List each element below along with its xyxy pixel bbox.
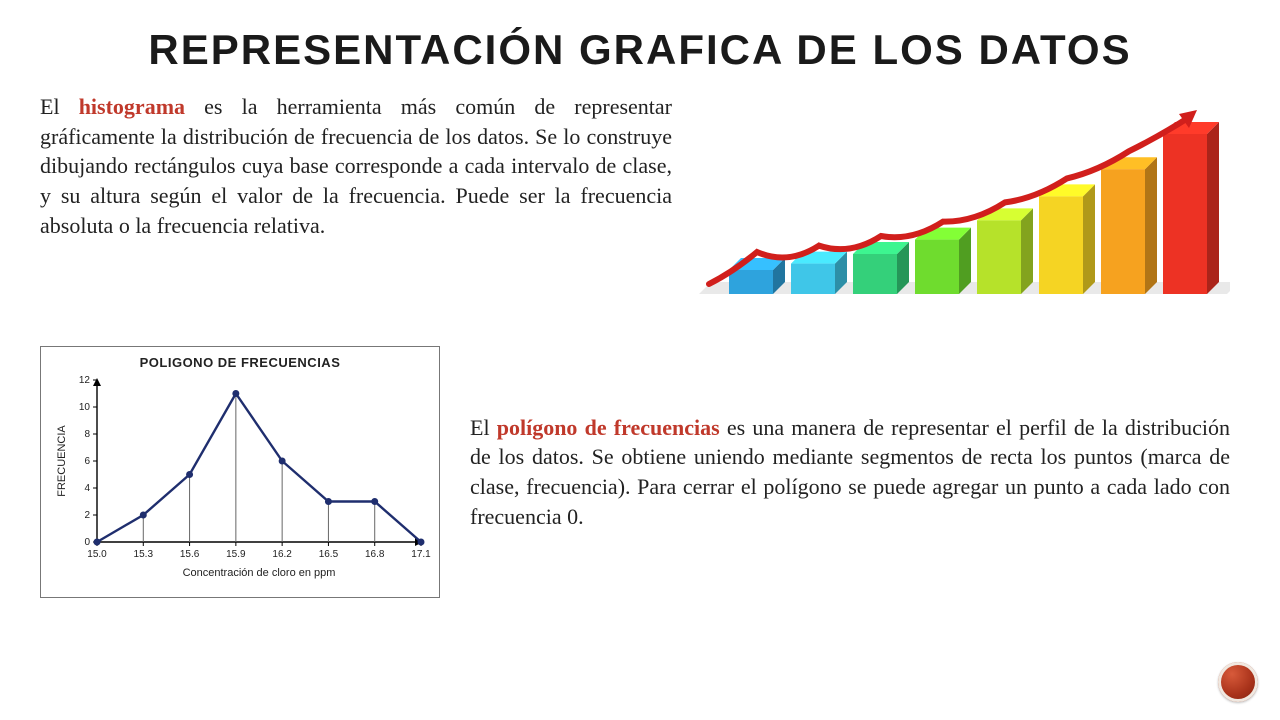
slide: REPRESENTACIÓN GRAFICA DE LOS DATOS El h… <box>0 0 1280 720</box>
svg-text:16.8: 16.8 <box>365 549 385 560</box>
svg-text:Concentración de cloro en ppm: Concentración de cloro en ppm <box>183 567 336 579</box>
row-polygon: POLIGONO DE FRECUENCIAS 0 2 4 6 8 10 12 15.0 15.… <box>40 346 1240 598</box>
corner-badge-icon <box>1218 662 1258 702</box>
svg-text:10: 10 <box>79 402 91 413</box>
svg-text:15.0: 15.0 <box>87 549 107 560</box>
svg-text:16.2: 16.2 <box>272 549 292 560</box>
svg-text:16.5: 16.5 <box>319 549 339 560</box>
polygon-chart-title: POLIGONO DE FRECUENCIAS <box>51 355 429 370</box>
para1-pre: El <box>40 94 79 119</box>
svg-text:15.9: 15.9 <box>226 549 246 560</box>
bar-chart-wrap <box>680 92 1240 318</box>
svg-text:FRECUENCIA: FRECUENCIA <box>56 425 68 497</box>
frequency-polygon-chart: 0 2 4 6 8 10 12 15.0 15.3 15.6 15.9 16.2 16.5 16.8 17.… <box>51 372 431 582</box>
rainbow-bar-chart <box>690 98 1230 318</box>
paragraph-poligono: El polígono de frecuencias es una manera… <box>470 413 1240 532</box>
para2-pre: El <box>470 415 497 440</box>
svg-text:6: 6 <box>84 456 90 467</box>
para1-highlight: histograma <box>79 94 185 119</box>
para2-highlight: polígono de frecuencias <box>497 415 720 440</box>
row-histogram: El histograma es la herramienta más comú… <box>40 92 1240 318</box>
svg-text:12: 12 <box>79 375 91 386</box>
svg-text:17.1: 17.1 <box>411 549 431 560</box>
page-title: REPRESENTACIÓN GRAFICA DE LOS DATOS <box>40 26 1240 74</box>
svg-text:15.3: 15.3 <box>134 549 154 560</box>
svg-text:0: 0 <box>84 537 90 548</box>
polygon-chart-box: POLIGONO DE FRECUENCIAS 0 2 4 6 8 10 12 15.0 15.… <box>40 346 440 598</box>
svg-text:2: 2 <box>84 510 90 521</box>
svg-text:15.6: 15.6 <box>180 549 200 560</box>
svg-text:8: 8 <box>84 429 90 440</box>
paragraph-histograma: El histograma es la herramienta más comú… <box>40 92 680 240</box>
svg-text:4: 4 <box>84 483 90 494</box>
